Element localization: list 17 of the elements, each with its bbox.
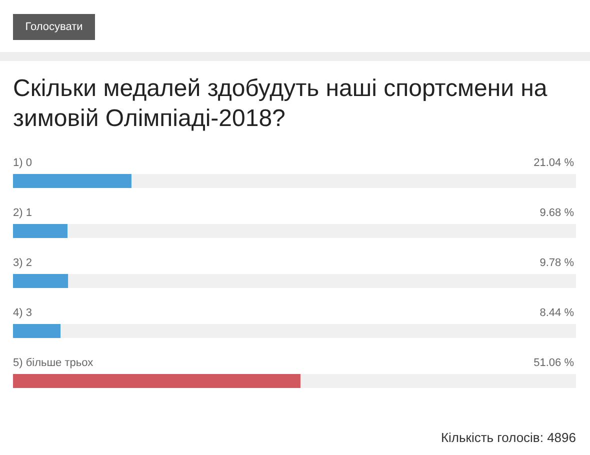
- y-tick-label: 2) 1: [13, 207, 32, 219]
- data-label: 21.04 %: [534, 157, 574, 169]
- data-label: 9.78 %: [540, 257, 574, 269]
- bar: [13, 174, 132, 188]
- data-label: 51.06 %: [534, 357, 574, 369]
- y-tick-label: 3) 2: [13, 257, 32, 269]
- chart-title: Скільки медалей здобудуть наші спортсмени на зимовій Олімпіаді-2018?: [13, 74, 548, 134]
- bar: [13, 224, 68, 238]
- data-label: 8.44 %: [540, 307, 574, 319]
- bar: [13, 324, 61, 338]
- bar: [13, 274, 68, 288]
- y-tick-label: 5) більше трьох: [13, 357, 94, 369]
- text: Кількість голосів: 4896: [440, 430, 576, 445]
- y-tick-label: 1) 0: [13, 157, 32, 169]
- text: Голосувати: [13, 14, 95, 40]
- y-tick-label: 4) 3: [13, 307, 32, 319]
- data-label: 9.68 %: [540, 207, 574, 219]
